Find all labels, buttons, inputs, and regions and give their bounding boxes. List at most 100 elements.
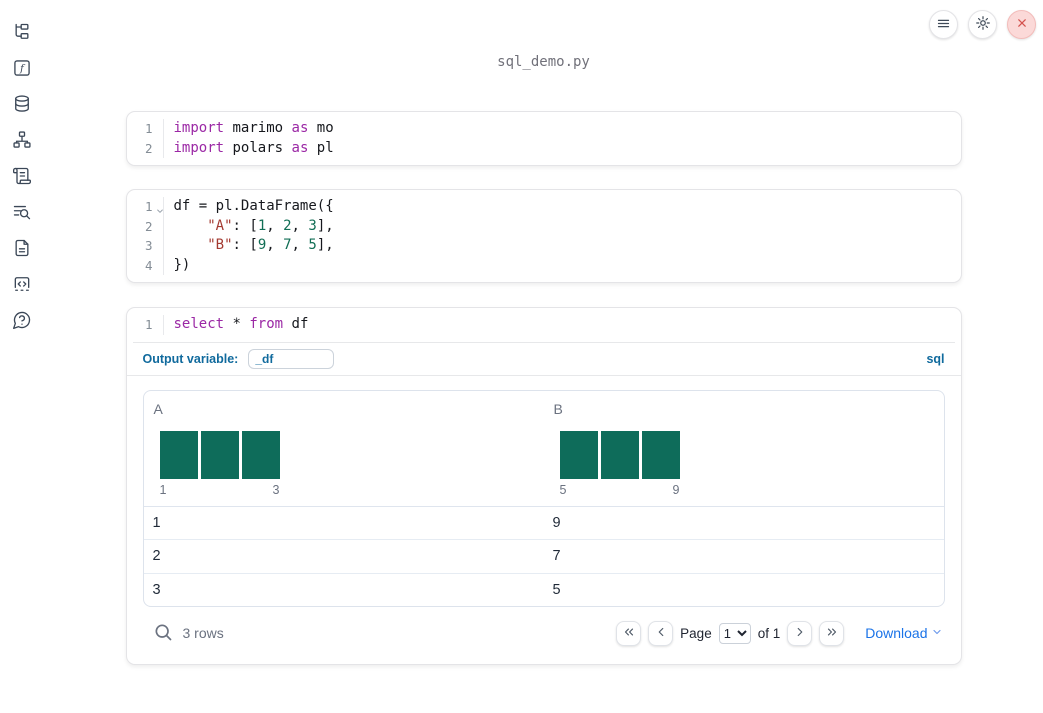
code-line: 4}) <box>127 255 961 275</box>
code-line: 3 "B": [9, 7, 5], <box>127 236 961 256</box>
code-text: select * from df <box>173 316 309 332</box>
row-count: 3 rows <box>182 625 224 641</box>
page-select[interactable]: 1 <box>718 622 751 644</box>
table-cell: 5 <box>552 581 561 598</box>
database-icon <box>12 94 32 117</box>
sidebar-code-snippet-button[interactable] <box>4 267 40 303</box>
table-footer: 3 rows Page 1 of 1 Download <box>143 618 945 648</box>
code-cell-imports: 1 import marimo as mo 2 import polars as pl <box>125 111 962 166</box>
settings-button[interactable] <box>968 10 997 39</box>
sidebar-document-button[interactable] <box>4 231 40 267</box>
code-line: 2 import polars as pl <box>127 138 961 158</box>
sql-language-badge: sql <box>926 351 945 366</box>
search-button[interactable] <box>154 624 172 642</box>
code-text: }) <box>173 256 191 273</box>
download-label: Download <box>865 625 928 641</box>
next-page-button[interactable] <box>787 620 813 646</box>
sql-editor[interactable]: 1 select * from df <box>127 308 961 342</box>
page-of-label: of 1 <box>757 625 781 641</box>
notebook-filename: sql_demo.py <box>497 54 590 70</box>
sidebar-scroll-button[interactable] <box>4 159 40 195</box>
code-line: 2 "A": [1, 2, 3], <box>127 216 961 236</box>
download-button[interactable]: Download <box>865 625 942 641</box>
notebook: sql_demo.py 1 import marimo as mo 2 import … <box>125 0 962 713</box>
code-line: 1 select * from df <box>127 315 961 335</box>
last-page-button[interactable] <box>819 620 845 646</box>
histogram-bar <box>559 430 598 479</box>
table-cell: 2 <box>152 548 161 565</box>
sidebar-help-circle-button[interactable] <box>4 303 40 339</box>
sidebar-dependency-graph-button[interactable] <box>4 123 40 159</box>
first-page-button[interactable] <box>616 620 642 646</box>
sidebar-file-tree-button[interactable] <box>4 15 40 51</box>
line-number: 2 <box>127 138 164 158</box>
histogram-bar <box>600 430 639 479</box>
table-cell: 1 <box>152 514 161 531</box>
file-tree-icon <box>12 22 32 45</box>
table-cell: 9 <box>552 514 561 531</box>
line-number: 1 <box>127 119 164 139</box>
table-footer-left: 3 rows <box>154 624 224 642</box>
page-label: Page <box>680 625 712 641</box>
column-histogram <box>159 430 280 479</box>
prev-page-button[interactable] <box>648 620 674 646</box>
column-header[interactable]: B 5 9 <box>544 391 944 506</box>
close-icon <box>1015 16 1029 33</box>
code-editor[interactable]: 1 import marimo as mo 2 import polars as pl <box>127 112 961 165</box>
code-text: df = pl.DataFrame({ <box>173 198 334 214</box>
menu-icon <box>936 16 951 34</box>
pagination: Page 1 of 1 Download <box>616 620 942 646</box>
max-label: 3 <box>272 482 280 497</box>
line-number: 1 <box>127 315 164 335</box>
column-name: B <box>553 400 563 417</box>
shutdown-button[interactable] <box>1007 10 1036 39</box>
sidebar-list-search-button[interactable] <box>4 195 40 231</box>
fold-chevron-icon[interactable] <box>156 201 164 221</box>
code-editor[interactable]: 1 df = pl.DataFrame({ 2 "A": [1, 2, 3], 3 "… <box>127 190 961 282</box>
code-line: 1 df = pl.DataFrame({ <box>127 197 961 217</box>
sql-cell: 1 select * from df Output variable: sql A… <box>125 307 962 665</box>
help-circle-icon <box>12 310 32 333</box>
histogram-bar <box>159 430 198 479</box>
code-line: 1 import marimo as mo <box>127 119 961 139</box>
menu-button[interactable] <box>929 10 958 39</box>
output-variable-input[interactable] <box>248 348 335 369</box>
sidebar-function-square-button[interactable]: f <box>4 51 40 87</box>
histogram-bar <box>241 430 280 479</box>
code-text: "B": [9, 7, 5], <box>207 237 334 253</box>
min-label: 5 <box>559 482 567 497</box>
chevrons-left-icon <box>622 625 636 642</box>
column-histogram <box>559 430 680 479</box>
output-variable-row: Output variable: sql <box>127 343 961 375</box>
code-text: import polars as pl <box>173 139 334 156</box>
document-icon <box>12 238 32 261</box>
code-cell-dataframe: 1 df = pl.DataFrame({ 2 "A": [1, 2, 3], 3 "… <box>125 189 962 283</box>
line-number: 2 <box>127 216 164 236</box>
line-number: 3 <box>127 236 164 256</box>
list-search-icon <box>12 202 32 225</box>
histogram-bar <box>641 430 680 479</box>
chevron-down-icon <box>931 625 943 641</box>
function-square-icon: f <box>12 58 32 81</box>
svg-text:f: f <box>19 63 26 74</box>
table-cell: 7 <box>552 548 561 565</box>
sidebar-database-button[interactable] <box>4 87 40 123</box>
dependency-graph-icon <box>12 130 32 153</box>
scroll-icon <box>12 166 32 189</box>
output-variable-label: Output variable: <box>142 351 239 366</box>
line-number: 1 <box>127 197 164 217</box>
max-label: 9 <box>672 482 680 497</box>
column-name: A <box>153 400 163 417</box>
chevron-left-icon <box>654 625 668 642</box>
min-label: 1 <box>159 482 167 497</box>
